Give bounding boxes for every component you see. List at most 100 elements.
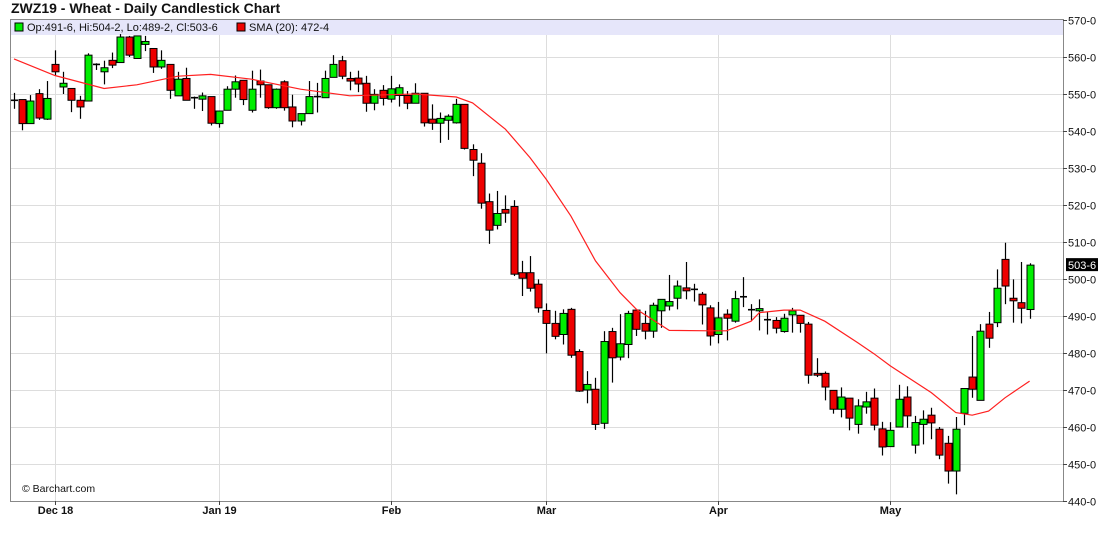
candle	[772, 317, 781, 334]
y-tick-label: 540-0	[1068, 127, 1096, 139]
candle-body-down	[182, 77, 191, 101]
candle-body-up	[854, 405, 863, 425]
candle	[272, 88, 281, 109]
candle	[395, 84, 404, 107]
candle-body-up	[436, 117, 445, 124]
candle	[256, 69, 265, 98]
candle-body-up	[411, 92, 420, 104]
candle-body-down	[526, 272, 535, 289]
candle-body-up	[133, 35, 142, 59]
candle-body-down	[591, 388, 600, 425]
candle-body-down	[207, 96, 216, 124]
candle-body-up	[444, 115, 453, 121]
candle-body-up	[370, 93, 379, 104]
candle	[436, 112, 445, 143]
candle-body-up	[886, 429, 895, 448]
candle-body-down	[1001, 258, 1010, 287]
candle-body-up	[84, 54, 93, 102]
candle-body-down	[698, 293, 707, 306]
candle-body-up	[116, 36, 125, 64]
candle	[740, 277, 747, 308]
candle-body-down	[968, 376, 977, 390]
y-tick-label: 450-0	[1068, 460, 1096, 472]
candle	[567, 307, 576, 358]
candle	[534, 279, 543, 313]
candle-body-down	[682, 287, 691, 292]
candle-body-down	[821, 372, 830, 388]
y-tick-label: 480-0	[1068, 349, 1096, 361]
candle	[518, 260, 527, 297]
y-tick-label: 460-0	[1068, 423, 1096, 435]
candle-body-up	[837, 396, 846, 410]
candle	[100, 60, 109, 85]
candle	[780, 313, 789, 333]
candle-body-down	[903, 396, 912, 417]
candle	[1009, 279, 1018, 323]
x-tick-label: Dec 18	[38, 505, 73, 517]
candle	[903, 386, 912, 428]
candle	[108, 52, 117, 69]
candle-body-down	[67, 87, 76, 101]
y-tick-label: 550-0	[1068, 90, 1096, 102]
candle	[813, 358, 822, 378]
candle-body-up	[600, 341, 609, 424]
candle	[182, 67, 191, 101]
candle	[51, 50, 60, 76]
candle-body-down	[428, 118, 437, 124]
candle-body-up	[714, 317, 723, 336]
candle-body-down	[1009, 297, 1018, 302]
candle-body-up	[1026, 264, 1035, 311]
candle-body-down	[485, 201, 494, 231]
candle-body-down	[264, 84, 273, 109]
candle-body-down	[608, 331, 617, 359]
candle	[477, 153, 486, 209]
candle	[35, 89, 44, 120]
candle-body-up	[395, 87, 404, 96]
candle-body-down	[501, 208, 510, 214]
candle	[387, 75, 396, 103]
candle-body-down	[534, 283, 543, 309]
candle-body-down	[567, 308, 576, 356]
candle	[346, 71, 355, 91]
candle-body-up	[248, 88, 257, 111]
candle	[215, 110, 224, 128]
candle-body-up	[673, 285, 682, 299]
candle	[1001, 242, 1010, 305]
candle-body-down	[76, 99, 85, 108]
candle-body-up	[624, 312, 633, 345]
candle-body-up	[231, 81, 240, 90]
candle-body-down	[510, 205, 519, 275]
x-tick-label: Feb	[382, 505, 402, 517]
last-price-label: 503-6	[1068, 260, 1096, 272]
candle	[559, 309, 568, 345]
candle-body-down	[477, 162, 486, 204]
candle	[526, 256, 535, 292]
candle	[11, 92, 18, 109]
x-tick-label: May	[880, 505, 902, 517]
candle	[837, 387, 846, 418]
candle	[1026, 263, 1035, 319]
grid	[11, 20, 1063, 502]
candle	[723, 309, 732, 341]
candle	[133, 35, 142, 59]
candle-body-up	[157, 59, 166, 68]
candle	[714, 301, 723, 344]
candle	[329, 55, 338, 78]
candle	[125, 35, 134, 57]
candle	[485, 193, 494, 244]
candle-body-up	[272, 88, 281, 109]
candle	[67, 87, 76, 113]
y-axis: 440-0 450-0 460-0 470-0 480-0 490-0 500-0 510-0…	[1063, 16, 1096, 509]
candle	[26, 95, 35, 125]
candle-body-up	[919, 418, 928, 425]
candle-body-up	[198, 95, 207, 100]
last-price-badge	[1066, 258, 1098, 272]
candle-body-up	[215, 110, 224, 125]
candle	[354, 70, 363, 93]
candle-body-down	[944, 442, 953, 472]
legend-ohlc-swatch	[14, 22, 24, 32]
candle-body-down	[149, 47, 158, 68]
candle-body-down	[706, 307, 715, 337]
candle-body-up	[305, 96, 314, 115]
candle	[583, 371, 592, 404]
